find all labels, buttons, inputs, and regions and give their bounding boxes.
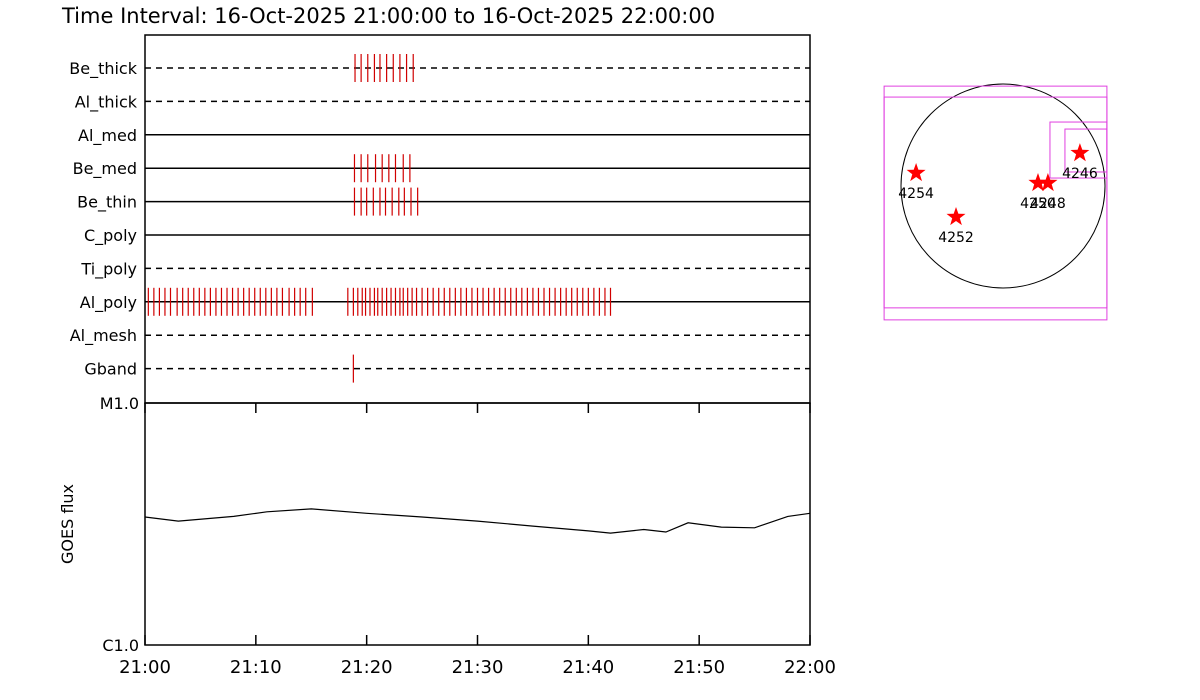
region-star [1070,143,1090,162]
region-label: 4250 [1020,196,1056,212]
chart-title: Time Interval: 16-Oct-2025 21:00:00 to 1… [61,4,715,28]
x-tick-label: 22:00 [784,657,836,678]
region-star [1028,173,1048,192]
x-tick-label: 21:00 [119,657,171,678]
panel-frame [144,34,811,404]
field-of-view [883,96,1108,309]
field-of-view [1064,128,1108,173]
region-star [946,207,966,226]
x-tick-label: 21:20 [341,657,393,678]
row-label: C_poly [84,226,137,246]
y-tick-label: M1.0 [100,394,139,413]
row-label: Be_thick [69,59,137,79]
x-tick-label: 21:40 [562,657,614,678]
region-label: 4254 [898,186,934,202]
row-label: Ti_poly [80,259,137,279]
region-label: 4246 [1062,166,1098,182]
row-label: Be_thin [77,193,137,213]
y-tick-label: C1.0 [102,636,139,655]
field-of-view [883,85,1108,321]
row-label: Al_thick [75,92,138,112]
row-label: Al_poly [80,293,137,313]
row-label: Be_med [73,159,137,179]
x-tick-label: 21:50 [673,657,725,678]
region-star [906,163,926,182]
region-label: 4252 [938,230,974,246]
region-star [1038,173,1058,192]
row-label: Gband [84,360,137,379]
flux-line [144,508,811,534]
row-label: Al_mesh [70,326,137,346]
x-tick-label: 21:30 [452,657,504,678]
x-tick-label: 21:10 [230,657,282,678]
row-label: Al_med [78,126,137,146]
region-label: 4248 [1030,196,1066,212]
panel-frame [144,402,811,646]
y-axis-label: GOES flux [58,484,77,564]
solar-disk [900,83,1106,289]
